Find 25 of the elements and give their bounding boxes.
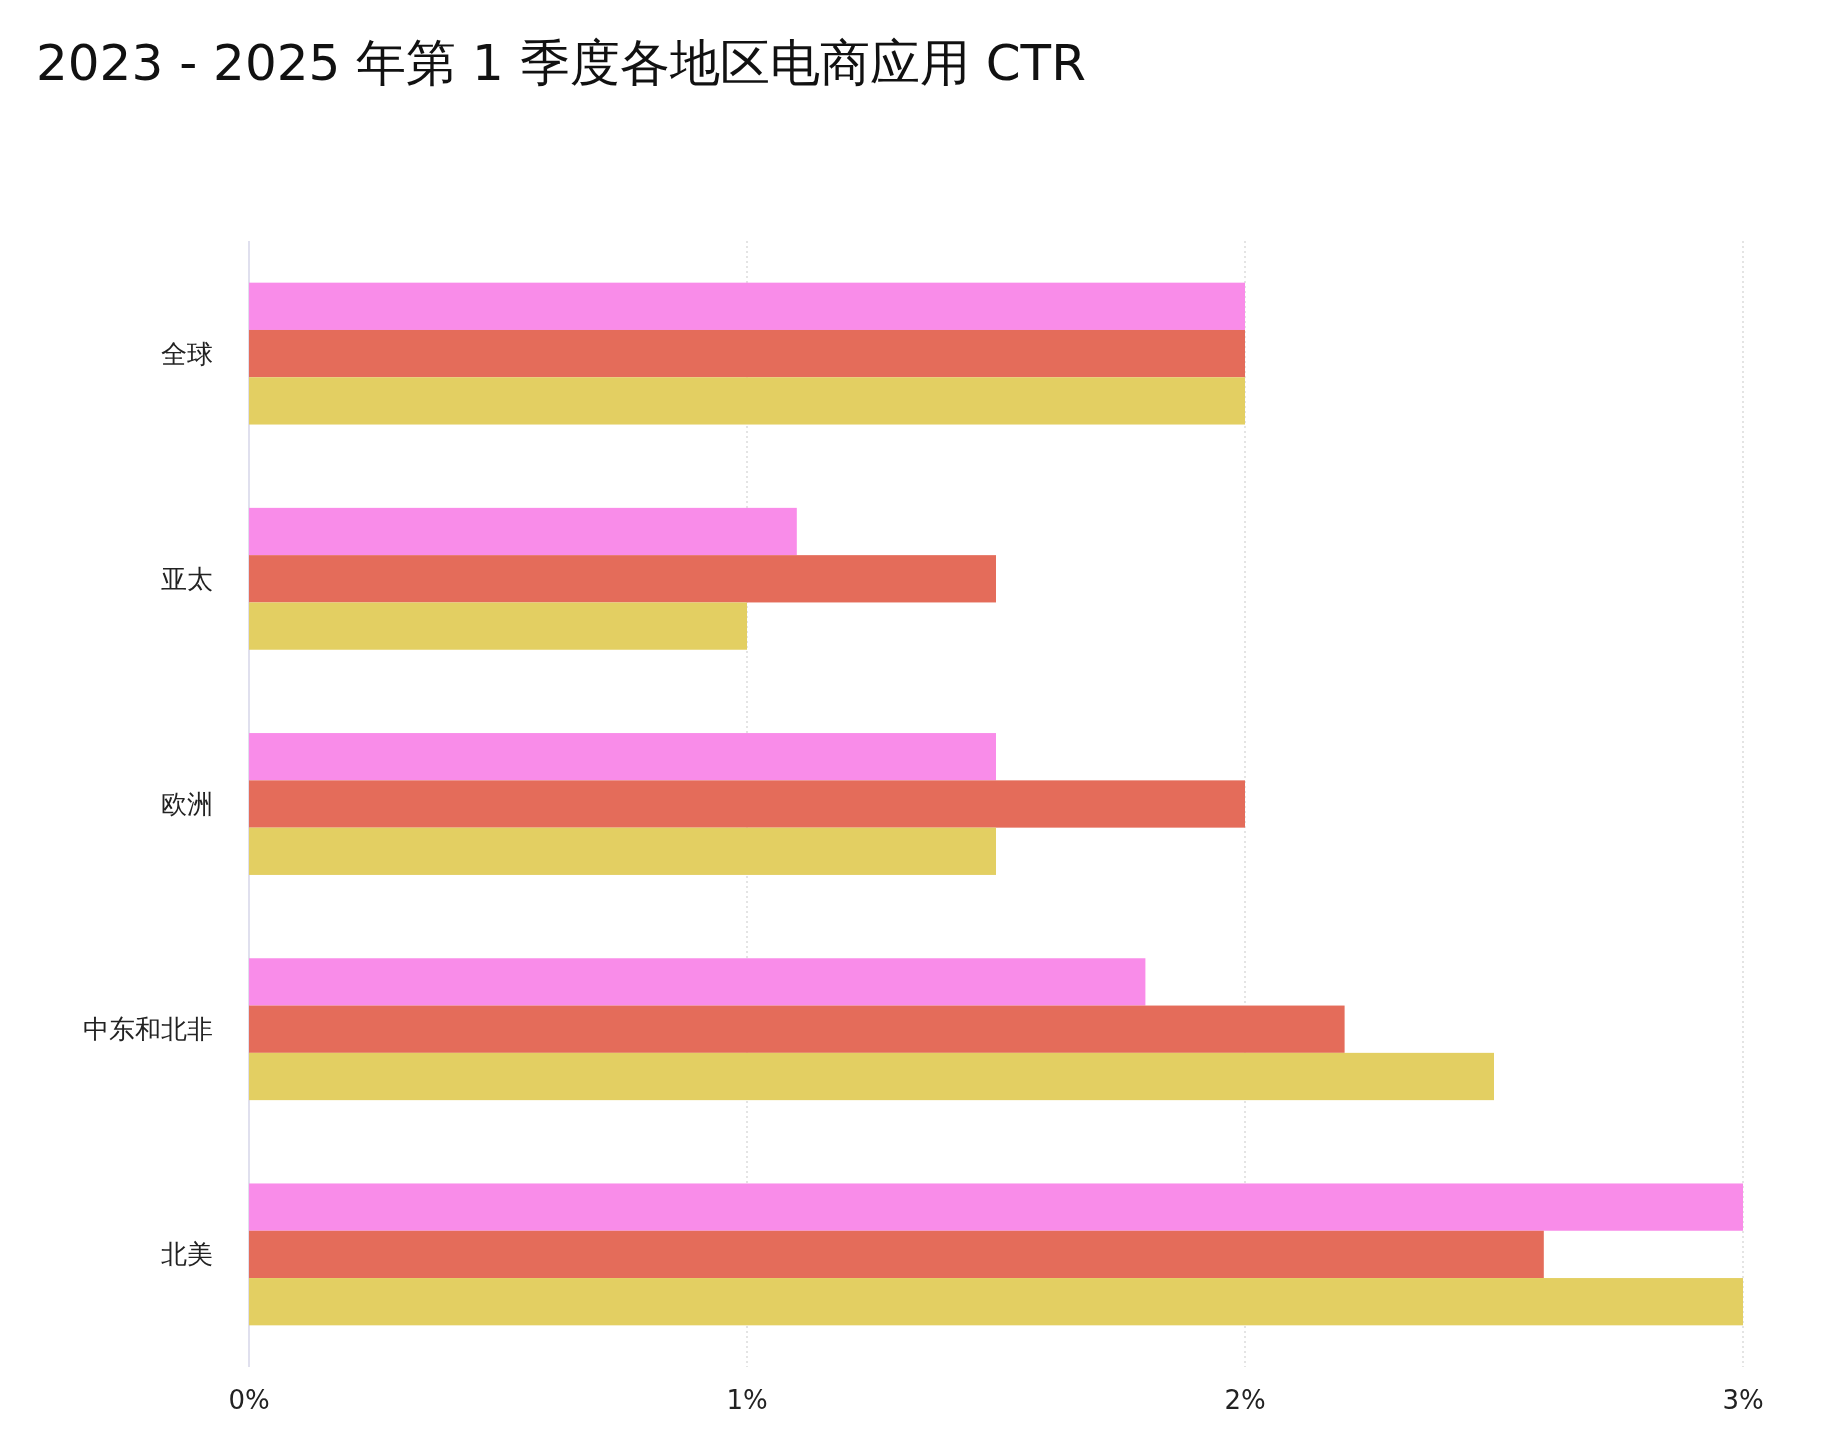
x-tick-label: 2% — [1224, 1385, 1266, 1415]
bar — [249, 1230, 1544, 1279]
y-tick-label: 欧洲 — [161, 789, 213, 819]
bar — [249, 507, 797, 556]
y-tick-label: 全球 — [161, 338, 213, 369]
bar — [249, 780, 1245, 828]
bar — [249, 733, 996, 781]
y-tick-label: 亚太 — [161, 563, 213, 594]
bar — [249, 602, 747, 650]
x-tick-label: 0% — [228, 1385, 270, 1415]
bar — [249, 282, 1245, 330]
chart-title: 2023 - 2025 年第 1 季度各地区电商应用 CTR — [36, 34, 1086, 92]
bar — [249, 958, 1146, 1006]
bar — [249, 1052, 1494, 1101]
x-tick-label: 3% — [1722, 1385, 1764, 1415]
bar — [249, 827, 996, 875]
bar — [249, 1005, 1345, 1053]
y-tick-label: 北美 — [161, 1239, 213, 1270]
x-tick-label: 1% — [726, 1385, 768, 1415]
bar — [249, 377, 1245, 425]
bar — [249, 329, 1245, 378]
bar — [249, 1278, 1743, 1326]
bar — [249, 555, 996, 603]
y-tick-label: 中东和北非 — [83, 1014, 213, 1045]
bar — [249, 1183, 1743, 1231]
